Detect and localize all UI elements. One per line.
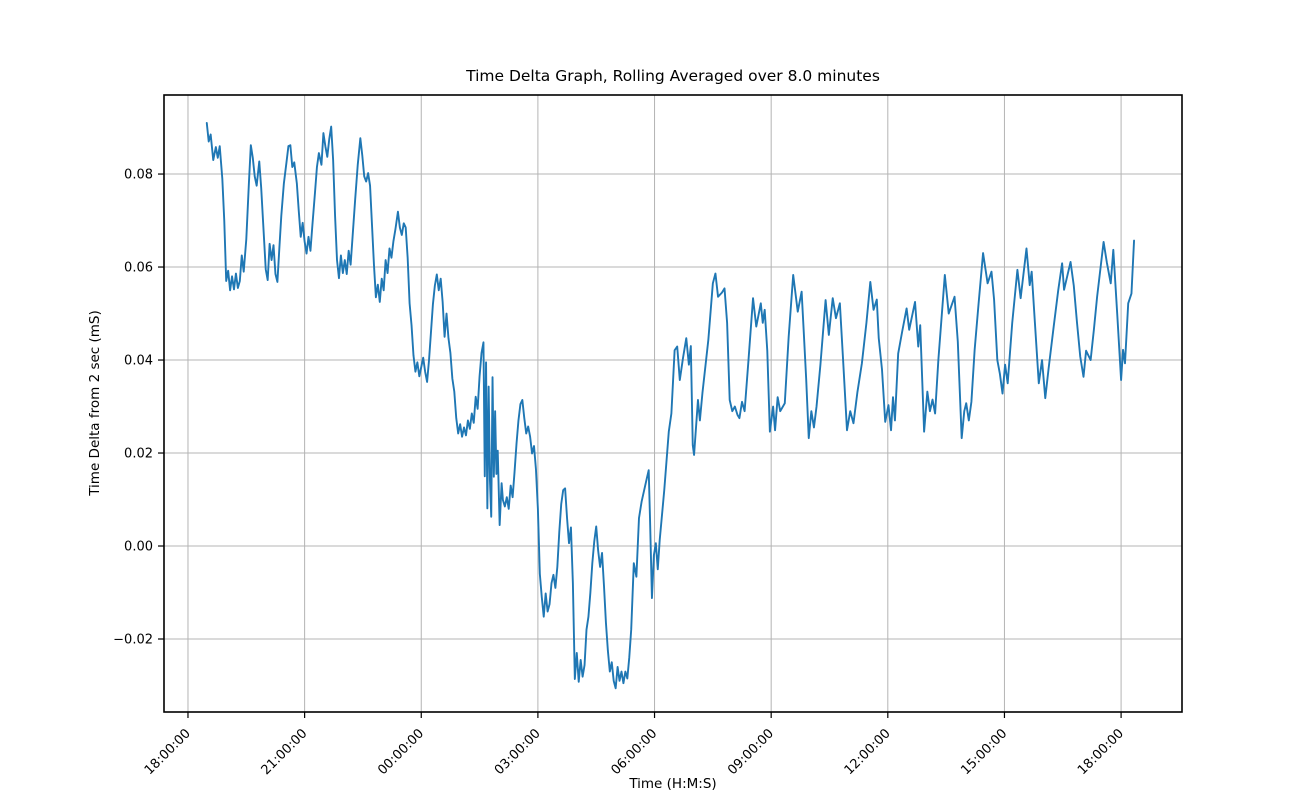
x-tick-label: 09:00:00: [725, 726, 777, 778]
y-tick-label: −0.02: [113, 633, 153, 648]
x-tick-label: 03:00:00: [492, 726, 544, 778]
axis-ticks: [158, 173, 1122, 718]
x-tick-label: 00:00:00: [375, 726, 427, 778]
y-tick-label: 0.02: [124, 447, 153, 462]
x-tick-label: 15:00:00: [958, 726, 1010, 778]
plot-border: [163, 94, 1183, 713]
y-tick-label: 0.06: [124, 261, 153, 276]
x-tick-label: 06:00:00: [608, 726, 660, 778]
grid-lines: [164, 95, 1182, 712]
y-tick-label: 0.00: [124, 540, 153, 555]
series-line-rolling-averaged-time-delta: [205, 121, 1136, 690]
x-tick-label: 21:00:00: [259, 726, 311, 778]
y-axis-label: Time Delta from 2 sec (mS): [87, 310, 103, 497]
y-tick-label: 0.04: [124, 354, 153, 369]
chart-title: Time Delta Graph, Rolling Averaged over …: [465, 67, 880, 85]
y-tick-label: 0.08: [124, 168, 153, 183]
x-tick-label: 18:00:00: [142, 726, 194, 778]
x-tick-label: 12:00:00: [842, 726, 894, 778]
data-series: [205, 121, 1136, 690]
x-axis-label: Time (H:M:S): [628, 776, 716, 792]
x-tick-label: 18:00:00: [1075, 726, 1127, 778]
